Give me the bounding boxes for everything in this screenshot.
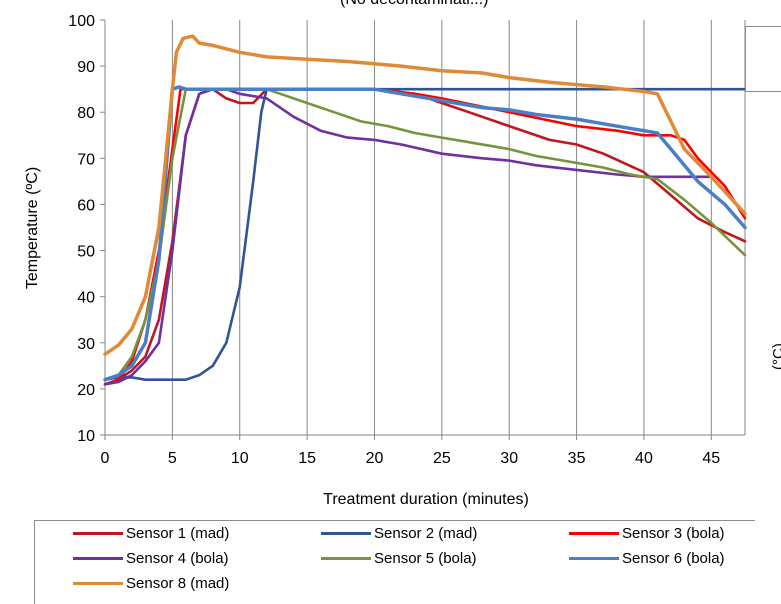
grid-lines: [171, 20, 746, 435]
tick-labels: 0 5 10 15 20 25 30 35 40 45 10 20 30 40 50 60 70 80 90 100: [68, 13, 720, 467]
x-tick-label: 20: [366, 450, 384, 467]
series-line-6: [103, 85, 747, 382]
series-line-7: [103, 34, 747, 357]
legend-item: Sensor 3 (bola): [569, 523, 725, 543]
legend-item: Sensor 4 (bola): [73, 548, 229, 568]
x-tick-label: 5: [168, 450, 177, 467]
y-tick-label: 10: [77, 428, 95, 445]
series-lines: [103, 34, 747, 386]
legend-label: Sensor 5 (bola): [374, 549, 477, 567]
y-tick-label: 30: [77, 336, 95, 353]
y-tick-label: 70: [77, 151, 95, 168]
x-tick-label: 15: [298, 450, 316, 467]
x-tick-label: 30: [500, 450, 518, 467]
legend-item: Sensor 6 (bola): [569, 548, 725, 568]
legend-swatch: [321, 531, 371, 535]
adjacent-axis-label: (°C): [770, 343, 781, 370]
legend-swatch: [569, 531, 619, 535]
legend-label: Sensor 1 (mad): [126, 524, 230, 542]
x-tick-label: 40: [635, 450, 653, 467]
y-tick-label: 40: [77, 290, 95, 307]
y-axis-label: Temperature (ºC): [24, 167, 41, 289]
legend-swatch: [73, 581, 123, 585]
x-tick-label: 25: [433, 450, 451, 467]
y-tick-label: 100: [68, 13, 95, 30]
axes: [100, 19, 745, 440]
x-axis-label: Treatment duration (minutes): [323, 491, 529, 508]
y-tick-label: 90: [77, 59, 95, 76]
chart-title-clipped: (No decontaminati...): [340, 0, 489, 8]
legend-item: Sensor 1 (mad): [73, 523, 229, 543]
adjacent-chart-fragment: [745, 26, 781, 92]
legend-label: Sensor 4 (bola): [126, 549, 229, 567]
chart-legend: Sensor 1 (mad) Sensor 2 (mad) Sensor 3 (bo…: [34, 520, 755, 604]
x-tick-label: 45: [702, 450, 720, 467]
y-tick-label: 50: [77, 244, 95, 261]
legend-swatch: [569, 556, 619, 560]
legend-item: Sensor 8 (mad): [73, 573, 229, 593]
legend-label: Sensor 8 (mad): [126, 574, 230, 592]
legend-item: Sensor 5 (bola): [321, 548, 477, 568]
y-tick-label: 80: [77, 105, 95, 122]
legend-label: Sensor 3 (bola): [622, 524, 725, 542]
legend-item: Sensor 2 (mad): [321, 523, 477, 543]
series-line-5: [103, 87, 747, 381]
legend-swatch: [73, 556, 123, 560]
legend-swatch: [321, 556, 371, 560]
legend-label: Sensor 2 (mad): [374, 524, 478, 542]
x-tick-label: 10: [231, 450, 249, 467]
y-tick-label: 60: [77, 197, 95, 214]
y-tick-label: 20: [77, 382, 95, 399]
series-line-4: [103, 87, 713, 386]
x-tick-label: 35: [568, 450, 586, 467]
legend-label: Sensor 6 (bola): [622, 549, 725, 567]
x-tick-label: 0: [101, 450, 110, 467]
legend-swatch: [73, 531, 123, 535]
